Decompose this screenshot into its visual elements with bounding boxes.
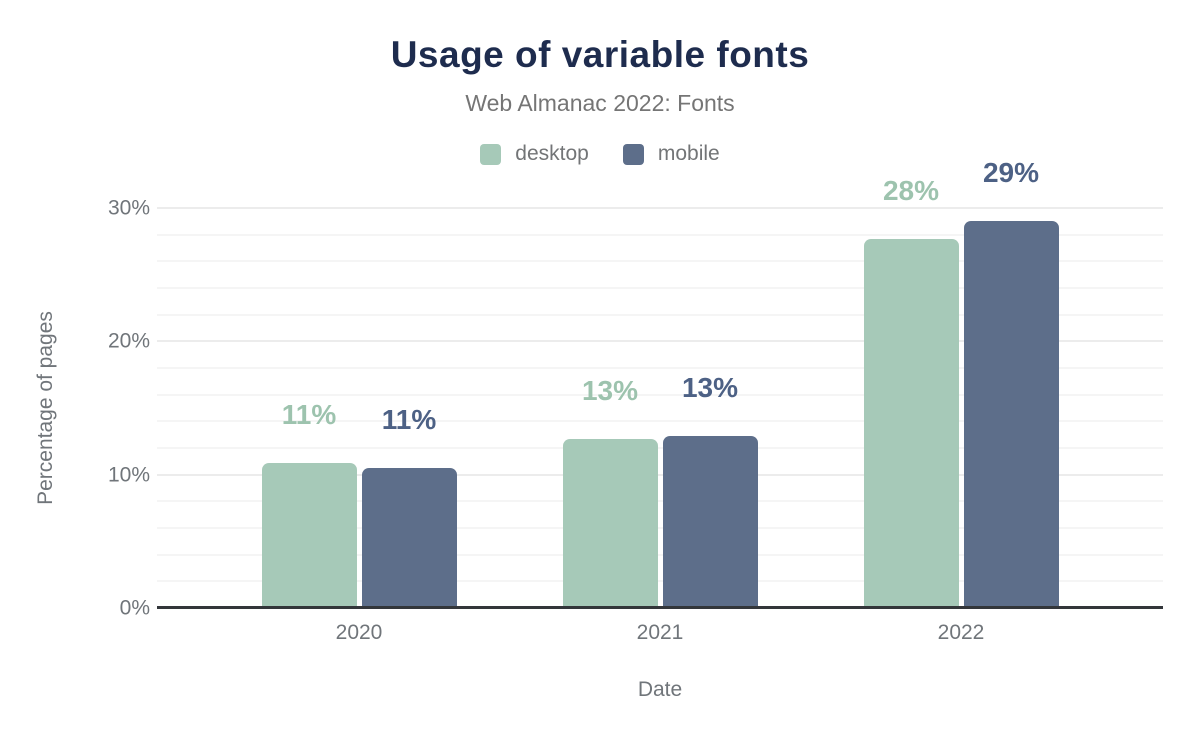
y-tick-label: 20% (107, 329, 150, 353)
gridline-major (157, 340, 1163, 343)
gridline-minor (157, 527, 1163, 529)
bar-desktop-2020 (261, 462, 357, 608)
bar-value-label-desktop-2022: 28% (882, 174, 940, 206)
gridline-minor (157, 393, 1163, 396)
bar-desktop-2021 (562, 438, 658, 608)
gridline-minor (157, 447, 1163, 449)
x-tick-label-2022: 2022 (937, 621, 985, 644)
gridline-minor (157, 287, 1163, 289)
y-tick-label: 0% (119, 596, 150, 620)
plot-area: 11% 11% 13% 13% 28% 29% (157, 159, 1163, 609)
gridline-minor (157, 367, 1163, 369)
bar-mobile-2021 (662, 436, 758, 608)
legend-swatch-mobile (622, 143, 644, 165)
y-tick-label: 30% (107, 196, 150, 220)
legend-label-desktop: desktop (515, 142, 589, 165)
x-axis-line (157, 606, 1163, 609)
x-axis-ticks: 2020 2021 2022 (157, 618, 1163, 646)
bar-value-label-desktop-2021: 13% (581, 374, 639, 406)
bar-value-label-mobile-2021: 13% (681, 372, 739, 403)
gridline-major (157, 473, 1163, 476)
legend-item-desktop: desktop (480, 142, 589, 166)
gridline-minor (157, 233, 1163, 236)
gridline-minor (157, 260, 1163, 263)
x-tick-label-2021: 2021 (636, 621, 684, 644)
bar-mobile-2020 (361, 468, 457, 608)
gridline-minor (157, 420, 1163, 423)
y-tick-label: 10% (107, 463, 150, 487)
bar-mobile-2022 (963, 221, 1059, 608)
x-tick-label-2020: 2020 (335, 621, 383, 644)
bar-value-label-mobile-2022: 29% (982, 157, 1040, 189)
bar-desktop-2022 (863, 238, 959, 608)
legend-item-mobile: mobile (622, 142, 720, 166)
gridline-minor (157, 313, 1163, 316)
gridline-minor (157, 500, 1163, 503)
chart-title: Usage of variable fonts (390, 34, 810, 75)
chart-subtitle: Web Almanac 2022: Fonts (465, 90, 735, 116)
legend: desktop mobile (0, 142, 1200, 166)
legend-label-mobile: mobile (657, 142, 720, 165)
gridline-minor (157, 553, 1163, 556)
gridline-major (157, 207, 1163, 209)
legend-swatch-desktop (480, 143, 502, 165)
bar-value-label-mobile-2020: 11% (381, 404, 437, 435)
y-axis-ticks: 0% 10% 20% 30% (0, 198, 150, 619)
gridline-minor (157, 580, 1163, 583)
x-axis-title: Date (637, 678, 683, 701)
bar-value-label-desktop-2020: 11% (281, 398, 337, 430)
